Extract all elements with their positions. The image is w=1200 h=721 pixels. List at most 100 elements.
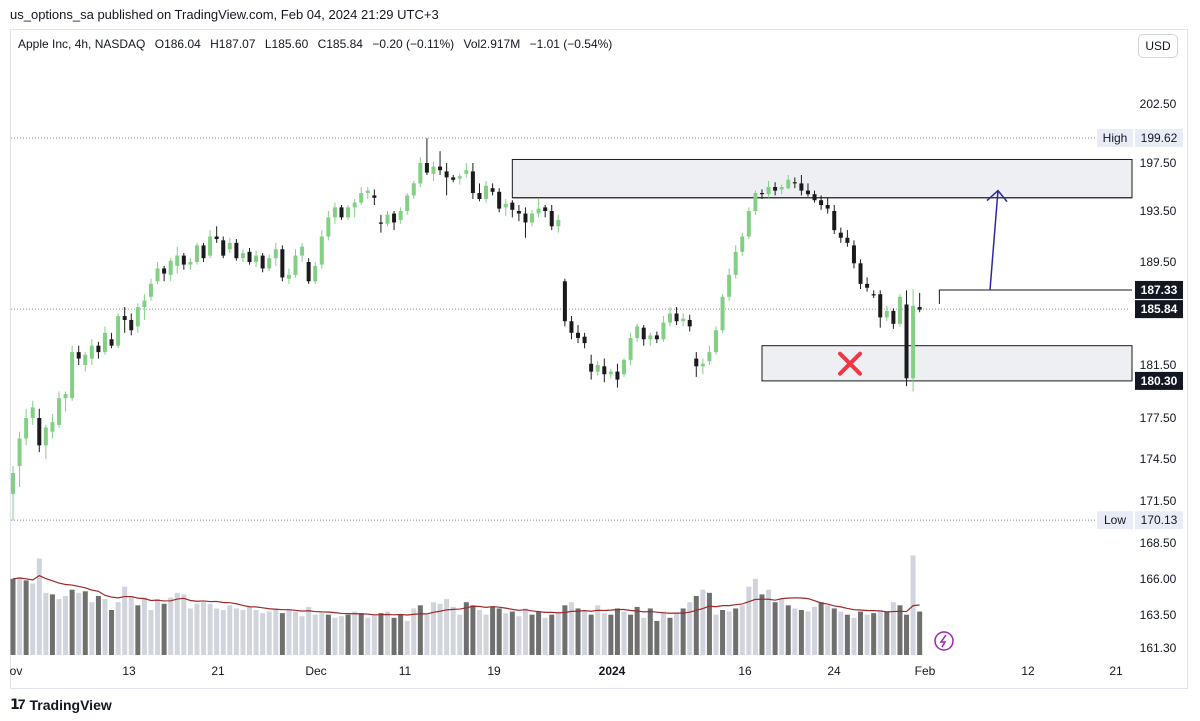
volume-bar [444,599,450,655]
volume-bar [378,613,384,655]
candle-body [832,211,837,231]
candle-body [273,249,278,259]
candle-body [359,193,364,203]
candle-body [510,202,515,210]
candle-body [530,213,535,223]
volume-bar [102,599,108,655]
candle-body [884,310,889,318]
candle-body [142,300,147,308]
x-tick-label: 2024 [599,664,626,678]
x-tick-label: 24 [827,664,841,678]
candle-body [378,222,383,224]
candle-body [858,263,863,284]
volume-bar [726,611,732,655]
volume-bar [365,617,371,655]
candle-body [759,193,764,195]
volume-bar [720,610,726,655]
volume-bar [260,613,266,655]
candle-body [694,358,699,367]
candle-body [503,203,508,208]
currency-button[interactable]: USD [1138,34,1178,58]
volume-bar [680,608,686,655]
candle-body [740,236,745,252]
y-tick-label: 181.50 [1140,358,1177,372]
candle-body [116,316,121,346]
volume-bar [135,605,141,655]
candle-body [871,294,876,296]
volume-bar [588,614,594,655]
volume-bar [825,605,831,655]
candle-body [438,166,443,171]
candle-body [267,258,272,269]
volume-bar [43,592,49,655]
candle-body [411,183,416,196]
candle-body [214,236,219,240]
volume-bar [279,613,285,655]
candle-body [490,188,495,192]
volume-bar [299,616,305,655]
candle-body [615,371,620,380]
candle-body [641,327,646,340]
volume-bar [49,594,55,655]
candle-body [654,335,659,340]
volume-bar [654,620,660,655]
legend-close: C185.84 [317,37,363,51]
candle-body [707,352,712,362]
candle-body [444,171,449,178]
candle-body [819,200,824,205]
target-arrow [989,190,999,290]
candle-body [76,352,81,359]
y-tick-label: 163.50 [1140,608,1177,622]
volume-bar [201,602,207,655]
candle-body [786,179,791,189]
volume-bar [358,613,364,655]
volume-bar [634,606,640,655]
volume-bar [772,602,778,655]
candle-body [878,294,883,318]
candle-body [392,213,397,223]
volume-bar [463,602,469,655]
candle-body [194,245,199,262]
volume-bar [890,602,896,655]
candle-body [635,326,640,338]
volume-bar [555,611,561,655]
zone-low-tag: 180.30 [1141,374,1178,388]
volume-bar [496,608,502,655]
candle-body [681,318,686,322]
volume-bar [187,608,193,655]
volume-bar [851,617,857,655]
volume-bar [141,597,147,655]
volume-bar [647,608,653,655]
candle-body [805,190,810,195]
volume-bar [240,610,246,655]
x-tick-label: 11 [399,664,412,678]
volume-bar [844,614,850,655]
volume-bar [522,608,528,655]
symbol-name[interactable]: Apple Inc, 4h, NASDAQ [18,37,146,51]
y-tick-label: 177.50 [1140,411,1177,425]
candle-body [451,177,456,180]
volume-bar [457,614,463,655]
candle-body [687,319,692,327]
candle-body [904,304,909,379]
candle-body [240,253,245,259]
volume-bar [601,613,607,655]
volume-bar [293,611,299,655]
candle-body [733,251,738,275]
candle-body [851,245,856,264]
candle-body [727,274,732,297]
candle-body [175,255,180,266]
candle-body [398,211,403,220]
candle-body [313,265,318,282]
low-label: Low [1104,513,1126,527]
tradingview-logo[interactable]: 𝟭7 TradingView [10,696,112,713]
high-label-bg [1097,128,1133,147]
high-tag-bg [1135,128,1183,147]
candle-body [208,236,213,256]
volume-bar [752,578,758,655]
target-arrowhead [986,189,1008,203]
legend-low: L185.60 [264,37,309,51]
volume-bar [871,613,877,655]
volume-bar [713,614,719,655]
